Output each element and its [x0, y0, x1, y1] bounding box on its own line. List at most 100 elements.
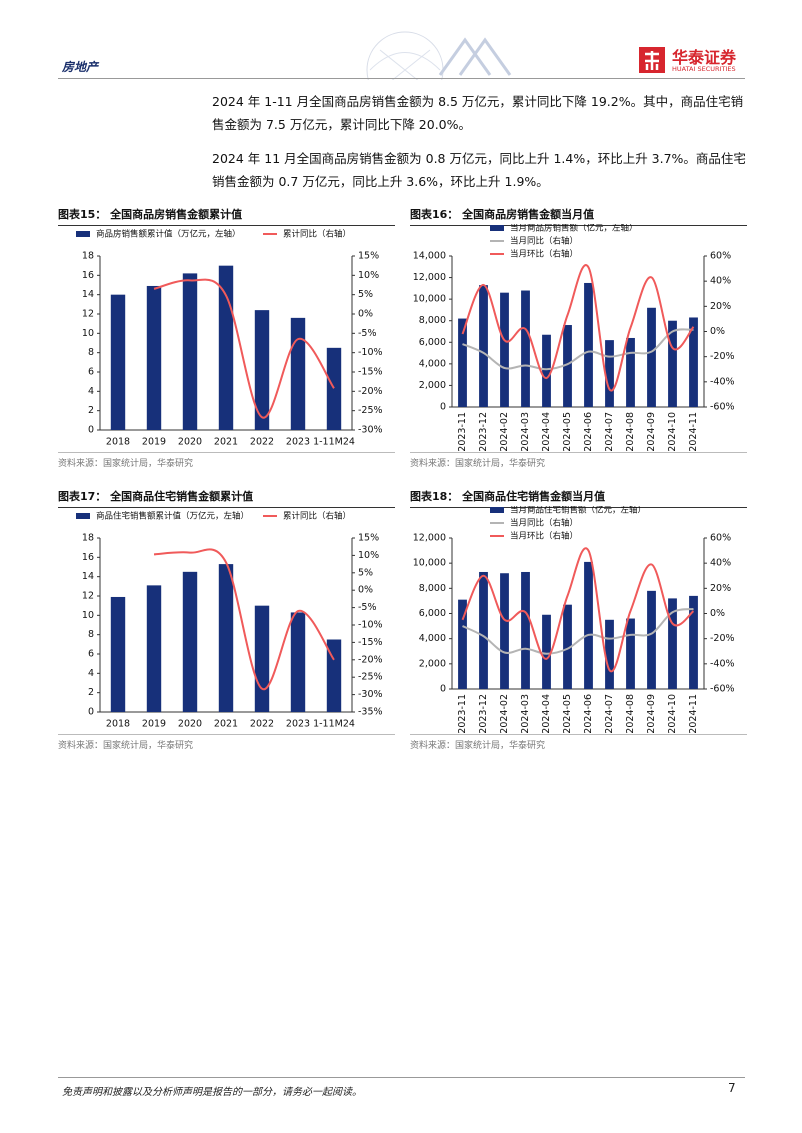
y-tick-label: 0 [88, 425, 94, 436]
legend-label: 累计同比（右轴） [283, 229, 351, 240]
y-tick-label: 14 [82, 289, 94, 300]
x-tick-label: 2024-05 [562, 412, 573, 452]
line [462, 328, 694, 371]
y-tick-label: 4,000 [419, 358, 446, 369]
x-tick-label: 2024-11 [688, 694, 699, 734]
y-tick-label: 2,000 [419, 658, 446, 669]
legend-label: 商品住宅销售额累计值（万亿元，左轴） [96, 511, 249, 522]
bar [290, 612, 306, 712]
footer-rule [58, 1077, 745, 1078]
y2-tick-label: 20% [710, 583, 731, 594]
x-tick-label: 2023-12 [478, 412, 489, 452]
chart-title: 图表15： 全国商品房销售金额累计值 [58, 206, 395, 226]
y-tick-label: 18 [82, 251, 94, 262]
x-tick-label: 2023-11 [457, 412, 468, 452]
y2-tick-label: 60% [710, 251, 731, 262]
legend-label: 当月商品住宅销售额（亿元，左轴） [510, 506, 646, 516]
y-tick-label: 6 [88, 367, 94, 378]
bar [563, 325, 572, 407]
y2-tick-label: 60% [710, 533, 731, 544]
legend-label: 当月环比（右轴） [510, 531, 578, 542]
y-tick-label: 8 [88, 629, 94, 640]
line [462, 607, 694, 655]
x-tick-label: 2020 [178, 437, 202, 448]
bar [479, 571, 488, 689]
y2-tick-label: -20% [358, 654, 383, 665]
chart-title: 图表16： 全国商品房销售金额当月值 [410, 206, 747, 226]
y-tick-label: 8 [88, 347, 94, 358]
y2-tick-label: -60% [710, 402, 735, 413]
legend-label: 当月环比（右轴） [510, 249, 578, 260]
y2-tick-label: -20% [358, 386, 383, 397]
bar [182, 571, 198, 712]
y2-tick-label: 5% [358, 289, 373, 300]
chart-source: 资料来源：国家统计局，华泰研究 [410, 734, 747, 751]
y-tick-label: 14 [82, 571, 94, 582]
bar [500, 573, 509, 689]
x-tick-label: 2018 [106, 719, 130, 730]
x-tick-label: 2019 [142, 437, 166, 448]
x-tick-label: 2024-07 [604, 694, 615, 734]
bar [458, 599, 467, 689]
bar [689, 595, 698, 689]
y2-tick-label: -35% [358, 707, 383, 718]
y2-tick-label: -5% [358, 602, 377, 613]
bar [626, 337, 635, 407]
bar [668, 598, 677, 689]
x-tick-label: 2023 [286, 437, 310, 448]
x-tick-label: 2019 [142, 719, 166, 730]
bar [584, 561, 593, 689]
bar [563, 604, 572, 689]
y-tick-label: 0 [440, 402, 446, 413]
y-tick-label: 16 [82, 552, 94, 563]
bar [326, 639, 342, 712]
y2-tick-label: -10% [358, 620, 383, 631]
bar [110, 596, 126, 712]
paragraph: 2024 年 1-11 月全国商品房销售金额为 8.5 万亿元，累计同比下降 1… [212, 94, 744, 132]
y2-tick-label: -15% [358, 367, 383, 378]
chart: 0 2 4 6 8 10 12 14 16 18 -35% -30% -25% -20% -15% -10% -… [76, 511, 383, 730]
bar [290, 317, 306, 430]
legend-label: 商品房销售额累计值（万亿元，左轴） [96, 229, 241, 240]
bar [521, 571, 530, 689]
line [461, 547, 695, 673]
x-tick-label: 2023 [286, 719, 310, 730]
bar [605, 619, 614, 689]
y2-tick-label: 5% [358, 567, 373, 578]
y2-tick-label: 15% [358, 251, 379, 262]
y2-tick-label: 40% [710, 276, 731, 287]
x-tick-label: 2024-05 [562, 694, 573, 734]
x-tick-label: 2024-08 [625, 694, 636, 734]
x-tick-label: 2021 [214, 437, 238, 448]
x-tick-label: 2022 [250, 719, 274, 730]
x-tick-label: 2024-09 [646, 694, 657, 734]
legend-swatch [490, 507, 504, 513]
disclaimer: 免责声明和披露以及分析师声明是报告的一部分，请务必一起阅读。 [62, 1087, 362, 1098]
y-tick-label: 4,000 [419, 633, 446, 644]
y-tick-label: 10 [82, 328, 94, 339]
logo-subtext: HUATAI SECURITIES [672, 65, 736, 73]
bar [668, 320, 677, 407]
y-tick-label: 12,000 [413, 533, 446, 544]
page-number: 7 [728, 1081, 736, 1095]
chart-title: 图表18： 全国商品住宅销售金额当月值 [410, 488, 747, 508]
y-tick-label: 18 [82, 533, 94, 544]
bar [542, 334, 551, 407]
y2-tick-label: -10% [358, 347, 383, 358]
bar [647, 307, 656, 407]
y-tick-label: 10 [82, 610, 94, 621]
y2-tick-label: -30% [358, 689, 383, 700]
bar [500, 292, 509, 407]
y2-tick-label: -60% [710, 684, 735, 695]
x-tick-label: 2024-04 [541, 412, 552, 452]
chart: 0 2,000 4,000 6,000 8,000 10,000 12,000 -60% -40… [413, 506, 735, 734]
y-tick-label: 12 [82, 591, 94, 602]
x-tick-label: 2021 [214, 719, 238, 730]
bar [182, 273, 198, 430]
x-tick-label: 2024-09 [646, 412, 657, 452]
bar [254, 605, 270, 712]
y2-tick-label: 20% [710, 301, 731, 312]
chart: 0 2,000 4,000 6,000 8,000 10,000 12,000 14,000 -… [413, 224, 735, 452]
y2-tick-label: -40% [710, 658, 735, 669]
